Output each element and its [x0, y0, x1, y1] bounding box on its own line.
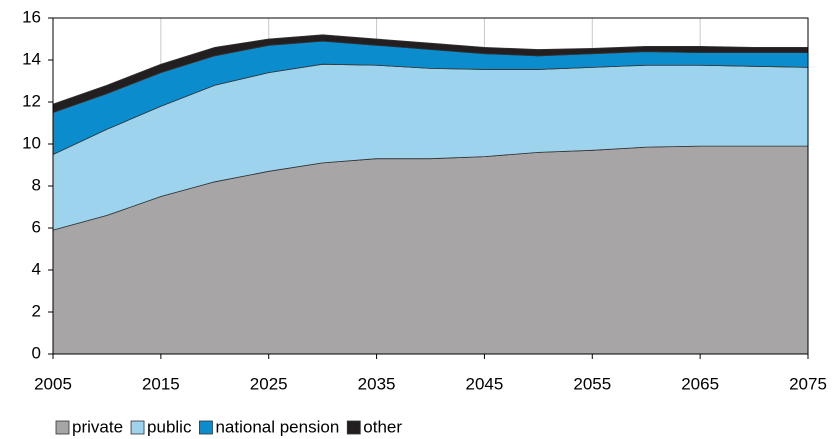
y-tick-label: 10: [22, 133, 41, 152]
legend-swatch: [346, 420, 361, 435]
y-tick-label: 4: [32, 259, 41, 278]
y-tick-label: 2: [32, 301, 41, 320]
x-tick-label: 2005: [34, 374, 72, 393]
legend-label: national pension: [215, 417, 339, 436]
legend-swatch: [55, 420, 70, 435]
legend-label: other: [363, 417, 402, 436]
legend-swatch: [130, 420, 145, 435]
x-tick-label: 2035: [358, 374, 396, 393]
y-tick-label: 12: [22, 91, 41, 110]
x-tick-label: 2075: [789, 374, 827, 393]
x-tick-label: 2015: [142, 374, 180, 393]
legend-label: private: [72, 417, 123, 436]
axes: [52, 17, 809, 355]
y-tick-label: 16: [22, 7, 41, 26]
y-tick-label: 0: [32, 343, 41, 362]
y-tick-label: 8: [32, 175, 41, 194]
y-tick-label: 14: [22, 49, 41, 68]
x-tick-label: 2065: [681, 374, 719, 393]
legend-swatch: [199, 420, 213, 435]
x-tick-label: 2055: [573, 374, 611, 393]
x-tick-label: 2045: [466, 374, 504, 393]
x-tick-label: 2025: [250, 374, 288, 393]
legend-label: public: [147, 417, 192, 436]
y-tick-label: 6: [32, 217, 41, 236]
